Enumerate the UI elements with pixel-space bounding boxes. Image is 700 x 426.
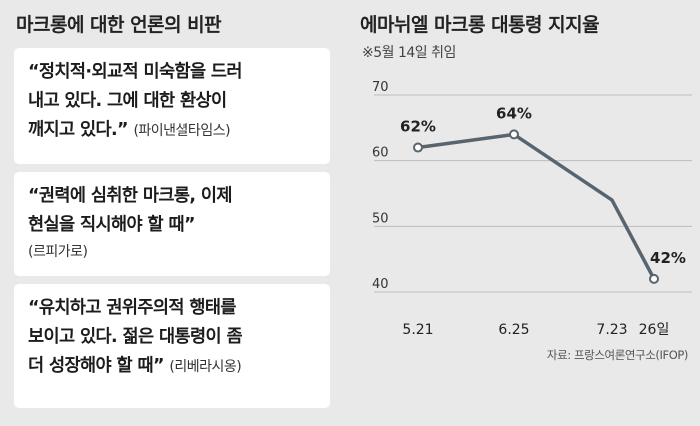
data-point bbox=[509, 129, 519, 140]
quote-line: 더 성장해야 할 때” (리베라시옹) bbox=[28, 352, 320, 382]
quote-card-liberation: “유치하고 권위주의적 행태를 보이고 있다. 젊은 대통령이 좀 더 성장해야… bbox=[14, 284, 330, 408]
quote-text: “유치하고 권위주의적 행태를 보이고 있다. 젊은 대통령이 좀 더 성장해야… bbox=[28, 294, 320, 382]
criticism-title: 마크롱에 대한 언론의 비판 bbox=[16, 14, 222, 36]
x-tick-label: 5.21 bbox=[402, 322, 433, 338]
chart-title: 에마뉘엘 마크롱 대통령 지지율 bbox=[360, 14, 600, 36]
quote-text: “권력에 심취한 마크롱, 이제 현실을 직시해야 할 때” bbox=[28, 182, 320, 240]
x-tick-label: 7.23 bbox=[596, 322, 627, 338]
data-label: 62% bbox=[400, 118, 436, 136]
quote-line: “정치적·외교적 미숙함을 드러 bbox=[28, 62, 243, 82]
y-tick-label: 40 bbox=[372, 277, 389, 292]
quote-source: (리베라시옹) bbox=[169, 359, 242, 375]
y-tick-label: 50 bbox=[372, 211, 389, 226]
chart-subtitle: ※5월 14일 취임 bbox=[362, 45, 456, 61]
chart-source: 자료: 프랑스여론연구소(IFOP) bbox=[546, 348, 689, 362]
y-tick-label: 70 bbox=[372, 80, 389, 95]
y-tick-label: 60 bbox=[372, 146, 389, 161]
quote-line: 현실을 직시해야 할 때” bbox=[28, 215, 195, 235]
quote-text: “정치적·외교적 미숙함을 드러 내고 있다. 그에 대한 환상이 깨지고 있다… bbox=[28, 58, 320, 146]
data-point bbox=[649, 273, 659, 284]
quote-line: 보이고 있다. 젊은 대통령이 좀 bbox=[28, 327, 243, 347]
data-point bbox=[413, 142, 423, 153]
series-line bbox=[416, 132, 656, 281]
quote-line: 내고 있다. 그에 대한 환상이 bbox=[28, 91, 227, 111]
approval-line-chart: 70 60 50 40 5.21 6.25 7.23 26일 62% 64% 42% bbox=[372, 80, 692, 338]
data-label: 64% bbox=[496, 104, 532, 122]
criticism-panel: 마크롱에 대한 언론의 비판 “정치적·외교적 미숙함을 드러 내고 있다. 그… bbox=[0, 0, 340, 426]
quote-source: (르피가로) bbox=[28, 244, 88, 260]
quote-line: “권력에 심취한 마크롱, 이제 bbox=[28, 186, 233, 206]
quote-source: (파이낸셜타임스) bbox=[133, 123, 231, 139]
x-tick-label: 26일 bbox=[639, 322, 670, 338]
quote-card-ft: “정치적·외교적 미숙함을 드러 내고 있다. 그에 대한 환상이 깨지고 있다… bbox=[14, 48, 330, 164]
approval-chart-panel: 에마뉘엘 마크롱 대통령 지지율 ※5월 14일 취임 70 60 50 40 5.21… bbox=[340, 0, 700, 426]
quote-line-text: 더 성장해야 할 때” bbox=[28, 356, 164, 376]
x-tick-label: 6.25 bbox=[498, 322, 529, 338]
quote-line: 깨지고 있다.” (파이낸셜타임스) bbox=[28, 116, 320, 146]
quote-line-text: 깨지고 있다.” bbox=[28, 120, 129, 140]
data-label: 42% bbox=[650, 249, 686, 267]
quote-line: “유치하고 권위주의적 행태를 bbox=[28, 298, 236, 318]
quote-card-figaro: “권력에 심취한 마크롱, 이제 현실을 직시해야 할 때” (르피가로) bbox=[14, 172, 330, 276]
